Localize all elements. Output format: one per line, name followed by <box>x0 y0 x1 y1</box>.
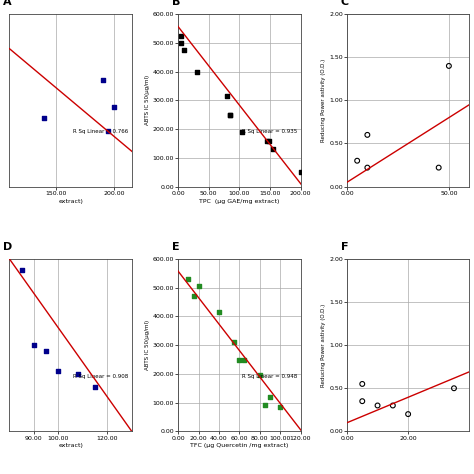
Point <box>230 338 238 346</box>
Point <box>374 401 382 409</box>
X-axis label: TFC (µg Quercetin /mg extract): TFC (µg Quercetin /mg extract) <box>190 443 289 448</box>
Text: E: E <box>172 242 180 252</box>
Point <box>105 128 112 135</box>
Text: R Sq Linear = 0.908: R Sq Linear = 0.908 <box>73 374 128 379</box>
Point <box>177 39 185 47</box>
Point <box>55 367 62 375</box>
Point <box>195 283 202 290</box>
Y-axis label: ABTS IC 50(µg/ml): ABTS IC 50(µg/ml) <box>145 75 150 126</box>
Point <box>238 128 246 136</box>
Point <box>30 341 38 349</box>
Point <box>364 131 371 139</box>
Text: R Sq Linear = 0.766: R Sq Linear = 0.766 <box>73 129 128 134</box>
Text: R Sq Linear = 0.948: R Sq Linear = 0.948 <box>242 374 297 379</box>
Point <box>389 401 397 409</box>
Point <box>223 92 231 100</box>
Text: F: F <box>341 242 348 252</box>
Point <box>445 62 453 70</box>
Y-axis label: Reducing Power astivity (O.D.): Reducing Power astivity (O.D.) <box>321 303 326 387</box>
Point <box>110 103 118 111</box>
Text: R Sq Linear = 0.935: R Sq Linear = 0.935 <box>242 129 297 134</box>
Point <box>42 347 50 355</box>
Point <box>18 267 26 274</box>
X-axis label: TPC  (µg GAE/mg extract): TPC (µg GAE/mg extract) <box>199 199 280 203</box>
X-axis label: extract): extract) <box>58 443 83 448</box>
Point <box>236 356 243 363</box>
Point <box>266 393 273 401</box>
Point <box>297 168 304 176</box>
Point <box>263 137 271 145</box>
Point <box>177 32 185 39</box>
Point <box>450 384 458 392</box>
Point <box>227 111 234 118</box>
Point <box>261 401 269 409</box>
Point <box>241 356 248 363</box>
Point <box>99 76 107 83</box>
Point <box>190 292 197 300</box>
Point <box>358 380 366 388</box>
Point <box>265 137 273 145</box>
Point <box>404 410 412 418</box>
Y-axis label: Reducing Power astivity (O.D.): Reducing Power astivity (O.D.) <box>321 59 326 142</box>
Y-axis label: ABTS IC 50(µg/ml): ABTS IC 50(µg/ml) <box>145 320 150 370</box>
Point <box>358 397 366 405</box>
Point <box>91 383 99 390</box>
X-axis label: extract): extract) <box>58 199 83 203</box>
Point <box>215 308 223 316</box>
Point <box>435 164 443 172</box>
Text: C: C <box>341 0 349 7</box>
Text: B: B <box>172 0 181 7</box>
Point <box>276 403 284 410</box>
Text: D: D <box>3 242 13 252</box>
Point <box>354 157 361 164</box>
Point <box>181 46 188 54</box>
Point <box>364 164 371 172</box>
Point <box>256 372 264 379</box>
Point <box>193 68 201 75</box>
Point <box>41 114 48 121</box>
Point <box>269 146 277 153</box>
Point <box>185 275 192 283</box>
Point <box>74 370 82 378</box>
Text: A: A <box>3 0 12 7</box>
Point <box>227 111 234 118</box>
